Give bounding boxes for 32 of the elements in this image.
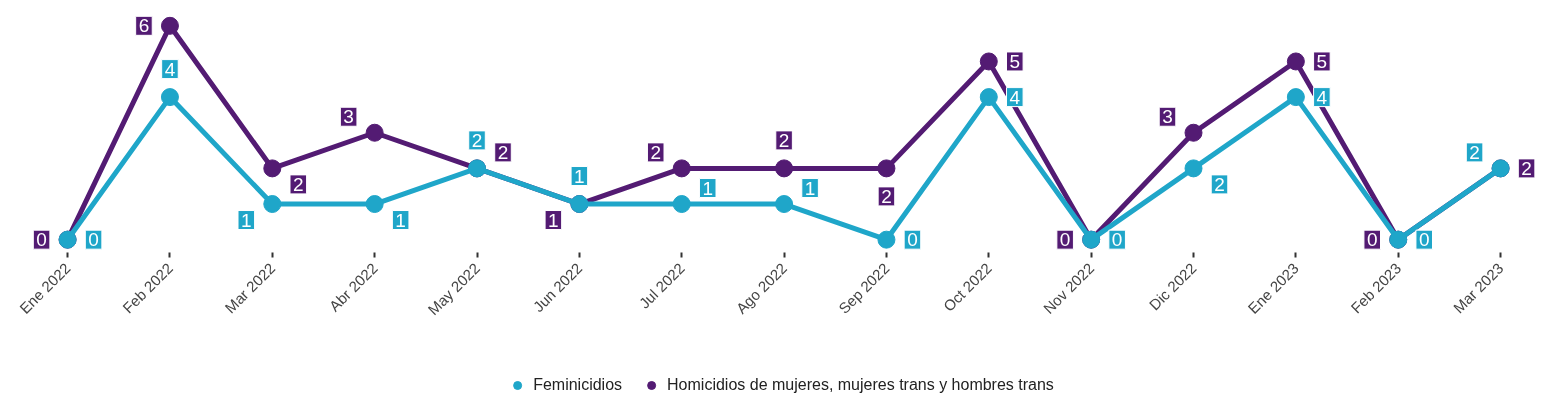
data-label: 4	[1009, 86, 1021, 108]
data-label: 0	[907, 229, 918, 251]
data-label: 2	[1214, 173, 1225, 195]
data-label: 2	[471, 129, 483, 151]
data-label: 4	[164, 58, 176, 80]
data-label: 2	[497, 141, 509, 163]
legend-label: Homicidios de mujeres, mujeres trans y hombres trans	[667, 376, 1054, 394]
data-label: 2	[1469, 141, 1480, 163]
data-label: 0	[36, 229, 47, 251]
data-label: 2	[293, 173, 304, 195]
data-label: 2	[881, 185, 892, 207]
data-label: 1	[241, 209, 252, 231]
data-label: 3	[343, 106, 354, 128]
data-label: 6	[138, 15, 150, 37]
data-label: 0	[1111, 229, 1123, 251]
data-label: 5	[1316, 50, 1328, 72]
data-label: 1	[548, 209, 559, 231]
data-label: 5	[1009, 50, 1021, 72]
data-label: 1	[804, 177, 816, 199]
data-label: 1	[395, 209, 406, 231]
data-label: 0	[1059, 229, 1071, 251]
legend-label: Feminicidios	[533, 376, 623, 394]
data-label: 2	[778, 129, 790, 151]
data-label: 1	[574, 165, 585, 187]
data-label: 0	[1418, 229, 1430, 251]
data-label: 2	[650, 141, 662, 163]
data-label: 0	[1366, 229, 1378, 251]
data-label: 3	[1162, 106, 1173, 128]
data-label: 0	[88, 229, 99, 251]
data-label: 4	[1316, 86, 1328, 108]
data-label: 2	[1521, 157, 1532, 179]
data-label: 1	[702, 177, 714, 199]
